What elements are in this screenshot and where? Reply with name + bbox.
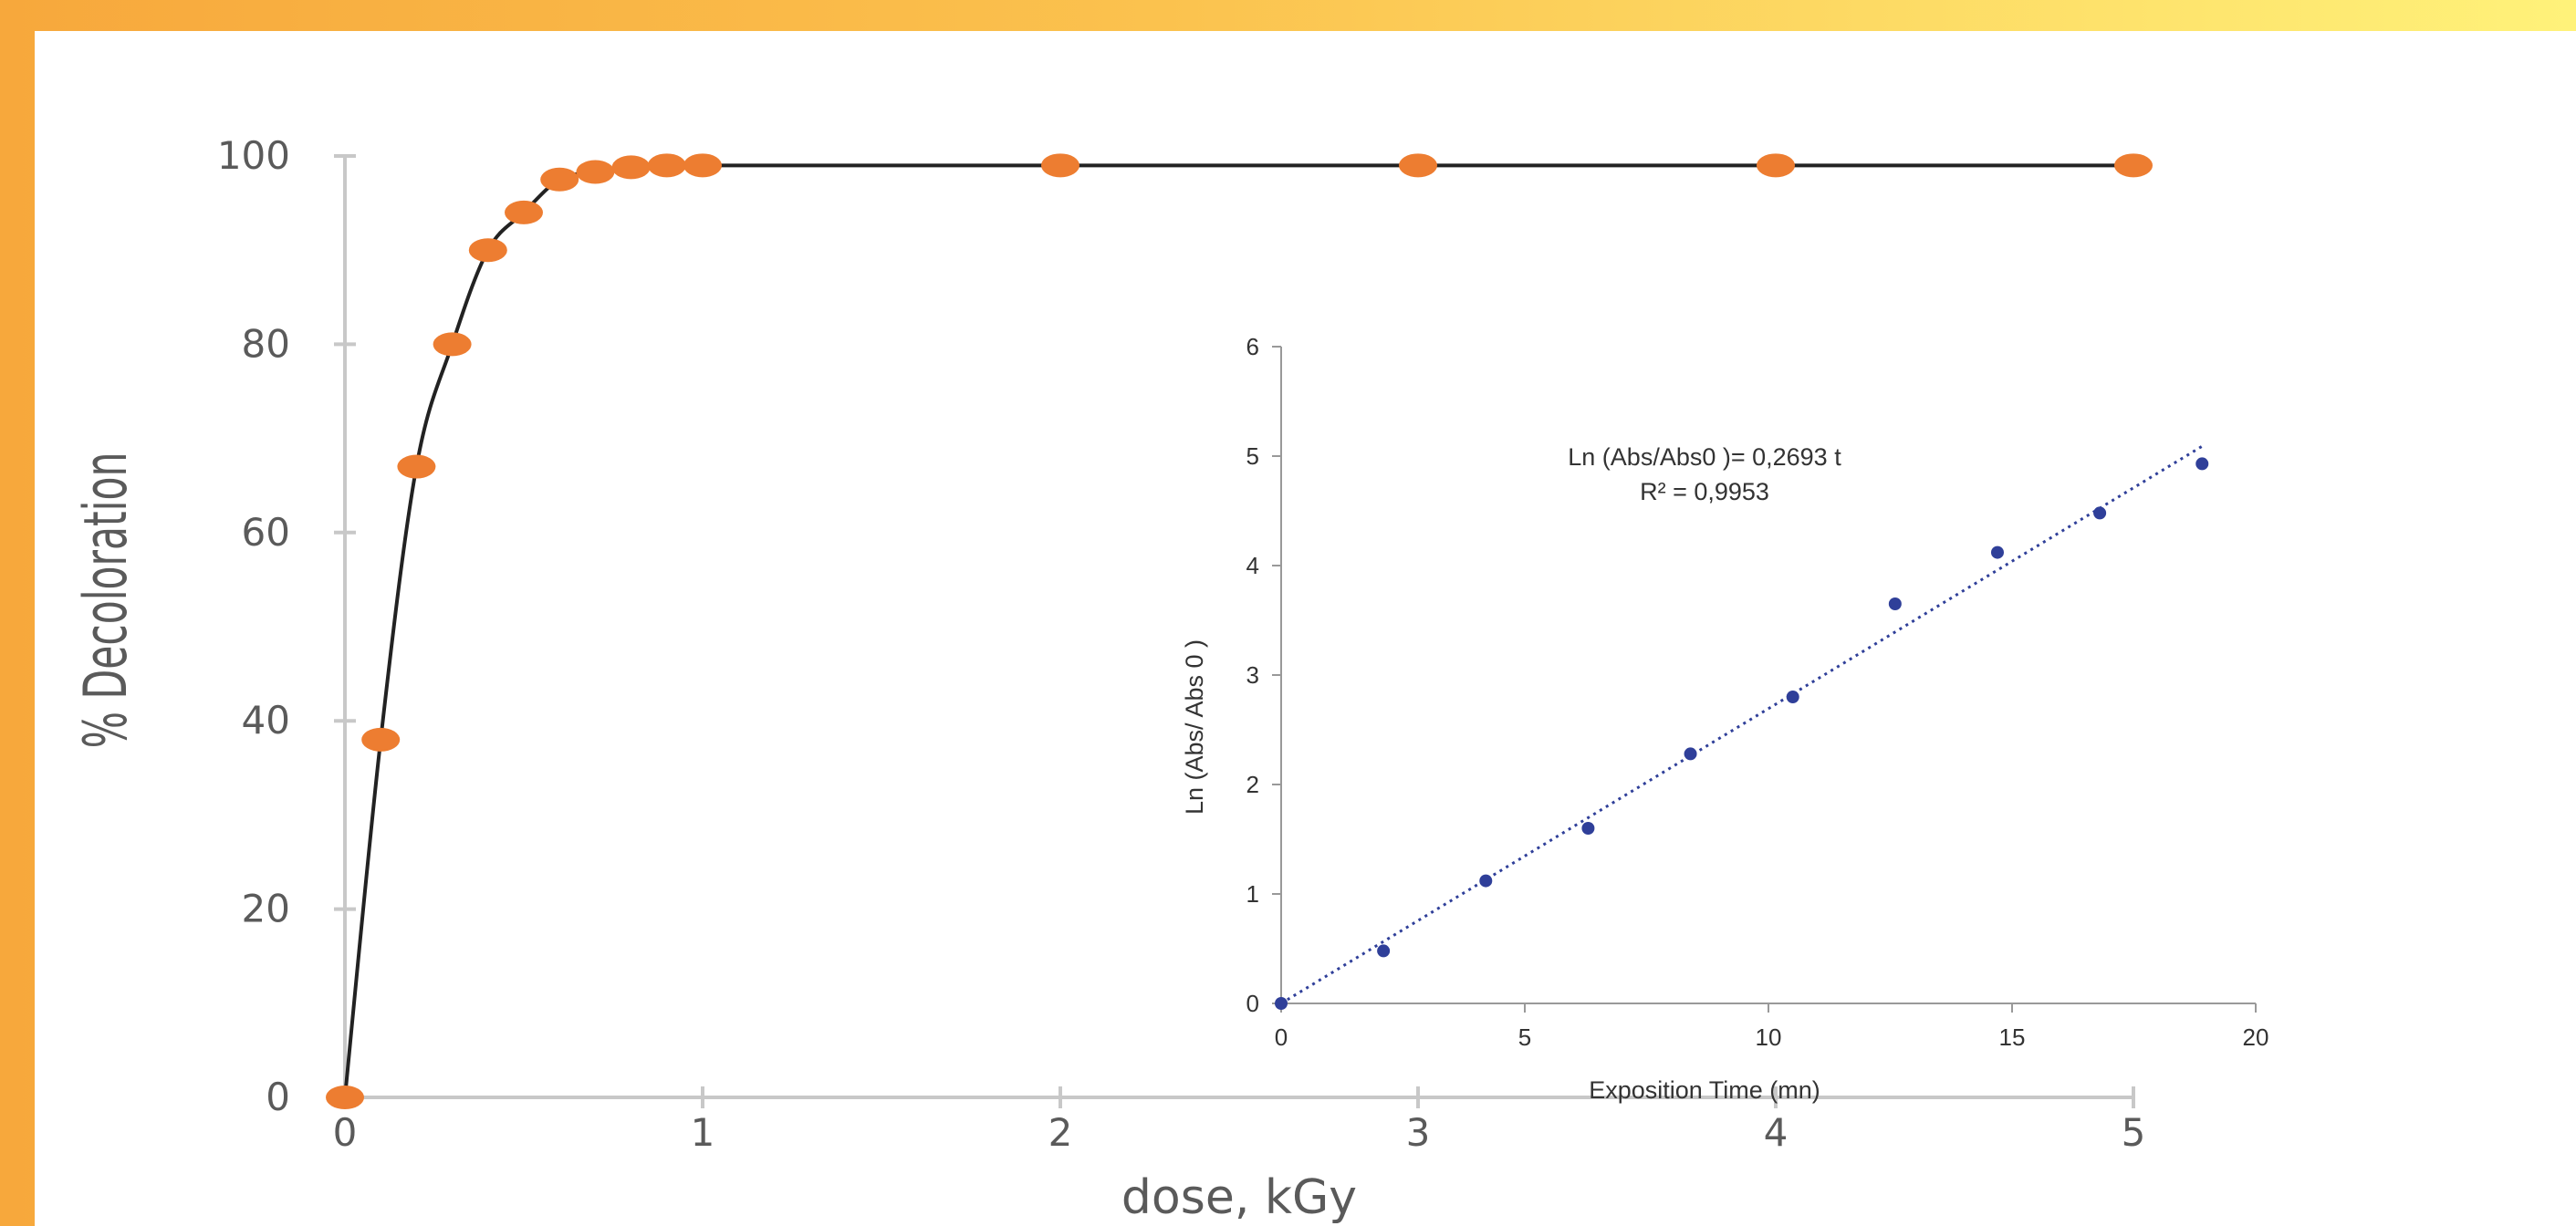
main-data-point [397, 454, 436, 479]
main-y-tick-label: 0 [266, 1075, 290, 1119]
main-data-point [611, 155, 651, 180]
inset-x-tick-labels: 0 5 10 15 20 [1275, 1023, 2269, 1051]
main-data-point [2114, 153, 2153, 178]
inset-y-tick-label: 0 [1246, 990, 1259, 1017]
main-data-point [576, 160, 615, 184]
main-data-point [361, 727, 401, 752]
main-y-tick-label: 80 [242, 321, 290, 366]
main-data-point [683, 153, 722, 178]
main-x-tick-label: 0 [333, 1110, 358, 1155]
inset-x-tick-label: 5 [1518, 1023, 1531, 1051]
main-x-tick-label: 5 [2122, 1110, 2146, 1155]
main-data-point [433, 332, 472, 357]
inset-data-point [1990, 545, 2004, 559]
inset-x-axis-title: Exposition Time (mn) [1589, 1076, 1820, 1104]
inset-axes [1272, 346, 2257, 1013]
main-data-point [468, 238, 507, 263]
main-y-tick-label: 40 [242, 698, 290, 743]
main-y-tick-label: 60 [242, 510, 290, 555]
inset-x-tick-label: 0 [1275, 1023, 1288, 1051]
inset-data-point [1786, 691, 1799, 703]
inset-data-point [1479, 874, 1493, 888]
inset-data-point [1684, 747, 1697, 761]
inset-y-tick-label: 2 [1246, 771, 1259, 798]
main-y-tick-label: 20 [242, 887, 290, 931]
inset-y-axis-title: Ln (Abs/ Abs 0 ) [1181, 639, 1208, 815]
main-data-point [647, 153, 686, 178]
inset-equation: Ln (Abs/Abs0 )= 0,2693 t [1568, 443, 1841, 471]
main-series-line [343, 163, 2133, 1098]
inset-trendline [1280, 444, 2204, 1005]
inset-data-point [2195, 457, 2209, 471]
inset-data-point [1581, 822, 1595, 835]
main-data-point [540, 167, 579, 192]
main-data-point [1399, 153, 1437, 178]
main-data-point [505, 200, 543, 224]
main-data-point [326, 1086, 364, 1109]
inset-y-tick-label: 1 [1246, 880, 1259, 908]
inset-data-point [2093, 506, 2107, 520]
inset-data-point [1275, 997, 1288, 1010]
main-y-tick-label: 100 [217, 133, 290, 178]
main-data-point [1757, 153, 1795, 178]
main-y-axis-title: % Decoloration [71, 452, 141, 749]
inset-y-tick-label: 6 [1246, 333, 1259, 360]
main-x-tick-label: 3 [1406, 1110, 1431, 1155]
inset-r-squared: R² = 0,9953 [1640, 478, 1769, 505]
main-y-tick-labels: 0 20 40 60 80 100 [217, 133, 290, 1119]
main-axes [334, 154, 2135, 1108]
inset-y-tick-label: 3 [1246, 661, 1259, 689]
inset-y-tick-label: 4 [1246, 552, 1259, 579]
main-x-tick-labels: 0 1 2 3 4 5 [333, 1110, 2146, 1155]
inset-x-tick-label: 15 [1999, 1023, 2026, 1051]
inset-data-point [1888, 597, 1902, 610]
inset-y-tick-labels: 0 1 2 3 4 5 6 [1246, 333, 1259, 1017]
inset-points-group [1275, 457, 2209, 1010]
main-x-tick-label: 2 [1048, 1110, 1073, 1155]
inset-y-tick-label: 5 [1246, 442, 1259, 470]
main-curve-group [343, 163, 2133, 1098]
main-data-point [1041, 153, 1079, 178]
inset-x-tick-label: 10 [1756, 1023, 1782, 1051]
inset-chart: 0 5 10 15 20 0 1 2 3 4 5 6 Exposition Time (mn) Ln… [1181, 333, 2268, 1104]
inset-x-tick-label: 20 [2243, 1023, 2269, 1051]
main-x-tick-label: 4 [1764, 1110, 1789, 1155]
inset-trendline-group [1280, 444, 2204, 1005]
main-points-group [326, 153, 2153, 1109]
main-x-tick-label: 1 [691, 1110, 715, 1155]
inset-data-point [1377, 944, 1391, 958]
main-x-axis-title: dose, kGy [1121, 1170, 1357, 1225]
